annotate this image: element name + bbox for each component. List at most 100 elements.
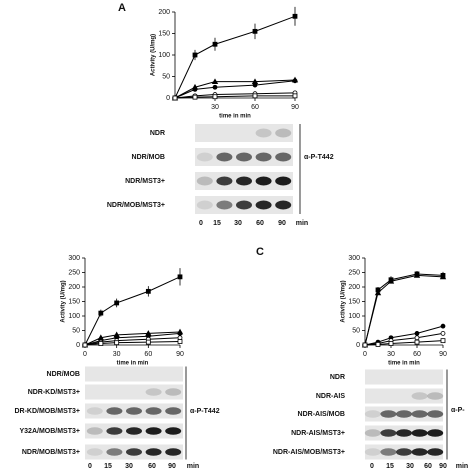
line (364, 273, 444, 346)
y-tick-label: 0 (166, 95, 170, 102)
panel-label: A (118, 2, 126, 14)
y-tick-label: 200 (68, 284, 80, 291)
blot-row-label: NDR-KD/MST3+ (28, 389, 80, 396)
lane-label: 90 (168, 463, 176, 470)
y-axis-label: Activity (U/mg) (61, 280, 67, 322)
blot-band (380, 429, 397, 437)
marker (440, 330, 446, 336)
x-tick-label: 60 (413, 351, 421, 358)
lane-label: min (456, 463, 468, 470)
marker (252, 28, 258, 34)
lane-label: 0 (370, 463, 374, 470)
marker (177, 330, 183, 336)
marker (440, 338, 446, 344)
lane-label: 15 (104, 463, 112, 470)
marker (375, 342, 381, 347)
marker (82, 342, 88, 348)
antibody-label: α-P-T442 (304, 154, 334, 161)
blot-band (427, 410, 444, 418)
lane-label: 0 (199, 220, 203, 227)
blot-band (126, 427, 142, 435)
marker (211, 78, 219, 85)
blot-band (165, 388, 182, 396)
marker (212, 84, 218, 90)
blot-band (255, 128, 272, 138)
blot-band (236, 200, 252, 210)
blot-band (427, 448, 444, 456)
blot-band (196, 176, 213, 186)
marker (374, 289, 382, 296)
marker (292, 78, 298, 84)
blot-row-label: NDR-AIS (316, 393, 345, 400)
blot-band (126, 407, 142, 415)
line (364, 274, 444, 346)
lane-label: min (187, 463, 199, 470)
y-tick-label: 200 (348, 284, 360, 291)
y-tick-label: 300 (348, 255, 360, 262)
blot-strip (85, 366, 183, 382)
lane-label: 90 (439, 463, 447, 470)
y-tick-label: 100 (68, 313, 80, 320)
blot-band (216, 176, 233, 186)
blot-band (145, 388, 162, 396)
lane-label: 90 (278, 220, 286, 227)
blot-band (216, 200, 233, 210)
blot-band (86, 448, 103, 456)
antibody-label: α-P- (451, 407, 465, 414)
y-axis-label: Activity (U/mg) (151, 34, 157, 76)
lane-label: 30 (234, 220, 242, 227)
blot-band (236, 152, 252, 162)
y-axis-label: Activity (U/mg) (341, 280, 347, 322)
blot-band (165, 427, 182, 435)
marker (413, 272, 421, 278)
marker (172, 95, 178, 101)
lane-label: min (296, 220, 308, 227)
blot-band (380, 448, 397, 456)
x-tick-label: 90 (291, 104, 299, 111)
blot-band (86, 427, 103, 435)
blot-band (275, 128, 292, 138)
blot-band (106, 448, 123, 456)
blot-row-label: NDR/MOB/MST3+ (107, 202, 165, 209)
blot-band (275, 200, 292, 210)
blot-band (411, 448, 428, 456)
lane-label: 60 (256, 220, 264, 227)
blot-row-label: NDR-AIS/MOB (298, 411, 345, 418)
marker (192, 52, 198, 58)
marker (145, 339, 151, 345)
marker (192, 94, 198, 100)
y-tick-label: 250 (68, 269, 80, 276)
y-tick-label: 250 (348, 269, 360, 276)
blot-band (275, 176, 292, 186)
marker (145, 288, 151, 294)
blot-row-label: NDR-AIS/MOB/MST3+ (273, 449, 345, 456)
marker (362, 342, 368, 348)
blot-band (86, 407, 103, 415)
lane-label: 15 (213, 220, 221, 227)
x-tick-label: 30 (211, 104, 219, 111)
marker (98, 341, 104, 346)
y-tick-label: 0 (76, 342, 80, 349)
blot-row-label: NDR (330, 374, 345, 381)
blot-band (165, 407, 182, 415)
blot-row-label: NDR/MOB/MST3+ (22, 449, 80, 456)
lane-label: 0 (88, 463, 92, 470)
blot-band (106, 407, 123, 415)
blot-row-label: NDR (150, 130, 165, 137)
blot-strip (365, 388, 443, 404)
marker (114, 340, 120, 346)
blot-band (196, 200, 213, 210)
blot-band (275, 152, 292, 162)
blot-row-label: DR-KD/MOB/MST3+ (14, 408, 80, 415)
y-tick-label: 50 (162, 73, 170, 80)
y-tick-label: 0 (356, 342, 360, 349)
blot-band (216, 152, 233, 162)
blot-row-label: Y32A/MOB/MST3+ (20, 428, 81, 435)
blot-row-label: NDR/MST3+ (125, 178, 165, 185)
x-tick-label: 0 (363, 351, 367, 358)
marker (414, 330, 420, 336)
blot-band (411, 410, 428, 418)
x-axis-label: time in min (388, 361, 420, 367)
blot-band (427, 392, 444, 400)
